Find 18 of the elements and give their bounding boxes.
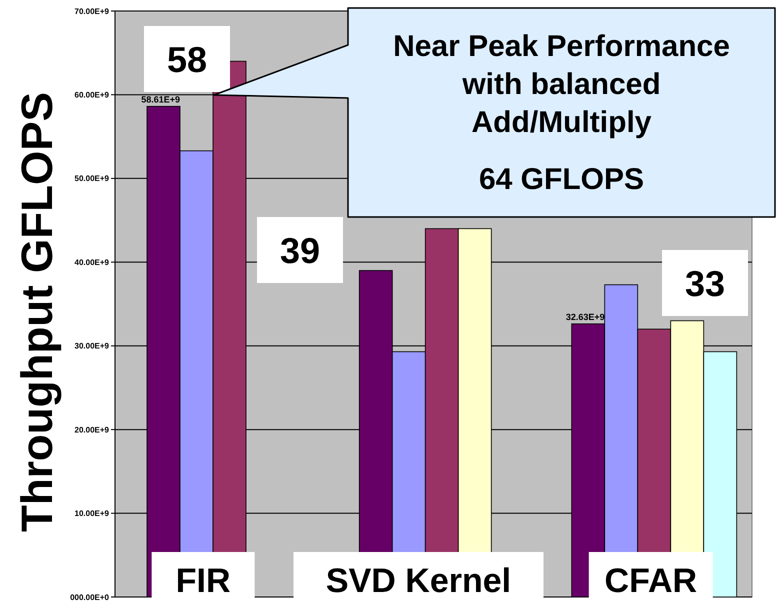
annotation: 33 (684, 262, 726, 304)
y-tick-label: 40.00E+9 (74, 258, 110, 267)
y-tick-label: 10.00E+9 (74, 509, 110, 518)
y-tick-label: 20.00E+9 (74, 425, 110, 434)
y-tick-label: 70.00E+9 (74, 6, 110, 16)
x-tick-label: CFAR (604, 562, 698, 600)
x-tick-label: SVD Kernel (326, 562, 512, 600)
x-tick-label: FIR (176, 562, 231, 600)
y-tick-label: 60.00E+9 (74, 90, 110, 100)
data-label: 32.63E+9 (566, 312, 605, 322)
y-tick-label: 000.00E+0 (70, 592, 110, 602)
y-axis-title: Throughput GFLOPS (13, 92, 62, 532)
y-tick-label: 50.00E+9 (74, 174, 110, 184)
annotation: Near Peak Performance with balanced Add/Multiply 64 GFLOPS (393, 30, 730, 196)
annotation: 58 (166, 38, 208, 80)
annotation: 39 (280, 230, 320, 271)
data-label: 58.61E+9 (141, 94, 180, 104)
y-tick-label: 30.00E+9 (74, 342, 110, 351)
